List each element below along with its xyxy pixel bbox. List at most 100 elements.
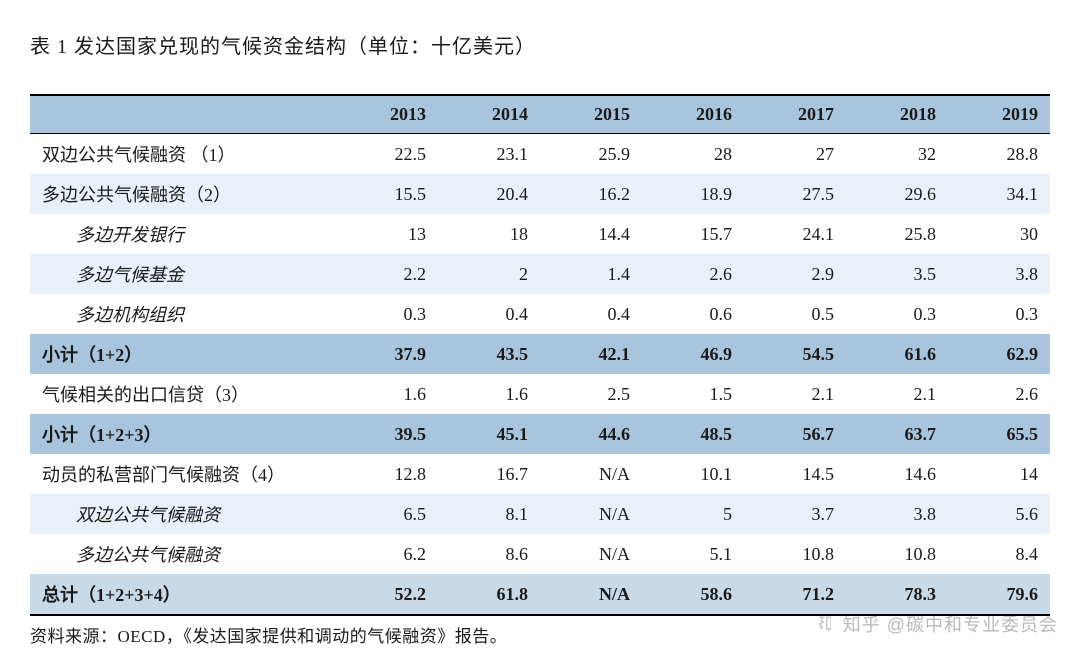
- source-suffix: ，《发达国家提供和调动的气候融资》报告。: [166, 627, 508, 646]
- cell-value: 2.6: [642, 254, 744, 294]
- cell-value: 54.5: [744, 334, 846, 374]
- cell-value: 37.9: [336, 334, 438, 374]
- cell-value: 1.6: [336, 374, 438, 414]
- row-label: 动员的私营部门气候融资（4）: [30, 454, 336, 494]
- table-row: 小计（1+2）37.943.542.146.954.561.662.9: [30, 334, 1050, 374]
- cell-value: N/A: [540, 494, 642, 534]
- row-label: 双边公共气候融资: [30, 494, 336, 534]
- cell-value: 63.7: [846, 414, 948, 454]
- climate-finance-table: 2013 2014 2015 2016 2017 2018 2019 双边公共气…: [30, 94, 1050, 616]
- zhihu-watermark: 知乎 @碳中和专业委员会: [815, 611, 1058, 637]
- cell-value: 0.3: [948, 294, 1050, 334]
- row-label: 多边公共气候融资（2）: [30, 174, 336, 214]
- cell-value: 48.5: [642, 414, 744, 454]
- cell-value: 13: [336, 214, 438, 254]
- cell-value: 2.2: [336, 254, 438, 294]
- header-year-5: 2018: [846, 95, 948, 134]
- watermark-text: 知乎 @碳中和专业委员会: [843, 611, 1058, 637]
- cell-value: 58.6: [642, 574, 744, 615]
- row-label: 小计（1+2）: [30, 334, 336, 374]
- cell-value: 12.8: [336, 454, 438, 494]
- cell-value: 8.6: [438, 534, 540, 574]
- table-row: 多边气候基金2.221.42.62.93.53.8: [30, 254, 1050, 294]
- table-row: 多边公共气候融资6.28.6N/A5.110.810.88.4: [30, 534, 1050, 574]
- header-row: 2013 2014 2015 2016 2017 2018 2019: [30, 95, 1050, 134]
- cell-value: 5.1: [642, 534, 744, 574]
- source-org: OECD: [118, 627, 166, 646]
- cell-value: 5.6: [948, 494, 1050, 534]
- header-year-4: 2017: [744, 95, 846, 134]
- cell-value: 0.4: [438, 294, 540, 334]
- cell-value: 56.7: [744, 414, 846, 454]
- cell-value: 14.5: [744, 454, 846, 494]
- cell-value: 5: [642, 494, 744, 534]
- table-row: 双边公共气候融资 （1）22.523.125.928273228.8: [30, 134, 1050, 175]
- cell-value: 3.5: [846, 254, 948, 294]
- cell-value: 61.6: [846, 334, 948, 374]
- cell-value: 39.5: [336, 414, 438, 454]
- cell-value: 8.1: [438, 494, 540, 534]
- cell-value: 28.8: [948, 134, 1050, 175]
- cell-value: 0.3: [336, 294, 438, 334]
- row-label: 多边气候基金: [30, 254, 336, 294]
- cell-value: 32: [846, 134, 948, 175]
- row-label: 双边公共气候融资 （1）: [30, 134, 336, 175]
- table-title: 表 1 发达国家兑现的气候资金结构（单位：十亿美元）: [30, 30, 1050, 59]
- header-year-3: 2016: [642, 95, 744, 134]
- cell-value: 3.8: [846, 494, 948, 534]
- cell-value: 6.5: [336, 494, 438, 534]
- cell-value: 25.9: [540, 134, 642, 175]
- cell-value: 1.5: [642, 374, 744, 414]
- cell-value: 78.3: [846, 574, 948, 615]
- row-label: 多边机构组织: [30, 294, 336, 334]
- cell-value: 65.5: [948, 414, 1050, 454]
- cell-value: 10.1: [642, 454, 744, 494]
- cell-value: 14.6: [846, 454, 948, 494]
- cell-value: 28: [642, 134, 744, 175]
- row-label: 多边公共气候融资: [30, 534, 336, 574]
- row-label: 多边开发银行: [30, 214, 336, 254]
- table-body: 双边公共气候融资 （1）22.523.125.928273228.8多边公共气候…: [30, 134, 1050, 616]
- cell-value: 18.9: [642, 174, 744, 214]
- cell-value: 27: [744, 134, 846, 175]
- cell-value: 14.4: [540, 214, 642, 254]
- cell-value: 62.9: [948, 334, 1050, 374]
- cell-value: 0.5: [744, 294, 846, 334]
- cell-value: 2.1: [846, 374, 948, 414]
- cell-value: 2.6: [948, 374, 1050, 414]
- cell-value: 6.2: [336, 534, 438, 574]
- cell-value: 10.8: [846, 534, 948, 574]
- cell-value: N/A: [540, 454, 642, 494]
- cell-value: 52.2: [336, 574, 438, 615]
- row-label: 气候相关的出口信贷（3）: [30, 374, 336, 414]
- cell-value: 10.8: [744, 534, 846, 574]
- cell-value: 25.8: [846, 214, 948, 254]
- zhihu-icon: [815, 614, 835, 634]
- cell-value: 3.7: [744, 494, 846, 534]
- row-label: 总计（1+2+3+4）: [30, 574, 336, 615]
- cell-value: 27.5: [744, 174, 846, 214]
- cell-value: 2.9: [744, 254, 846, 294]
- table-row: 小计（1+2+3）39.545.144.648.556.763.765.5: [30, 414, 1050, 454]
- cell-value: 46.9: [642, 334, 744, 374]
- cell-value: 30: [948, 214, 1050, 254]
- cell-value: 1.4: [540, 254, 642, 294]
- header-blank: [30, 95, 336, 134]
- table-row: 多边机构组织0.30.40.40.60.50.30.3: [30, 294, 1050, 334]
- table-row: 总计（1+2+3+4）52.261.8N/A58.671.278.379.6: [30, 574, 1050, 615]
- cell-value: 3.8: [948, 254, 1050, 294]
- table-row: 双边公共气候融资6.58.1N/A53.73.85.6: [30, 494, 1050, 534]
- cell-value: 20.4: [438, 174, 540, 214]
- header-year-2: 2015: [540, 95, 642, 134]
- table-row: 动员的私营部门气候融资（4）12.816.7N/A10.114.514.614: [30, 454, 1050, 494]
- cell-value: 2.5: [540, 374, 642, 414]
- cell-value: 61.8: [438, 574, 540, 615]
- header-year-1: 2014: [438, 95, 540, 134]
- cell-value: 42.1: [540, 334, 642, 374]
- cell-value: 34.1: [948, 174, 1050, 214]
- cell-value: 43.5: [438, 334, 540, 374]
- cell-value: 1.6: [438, 374, 540, 414]
- cell-value: 2: [438, 254, 540, 294]
- cell-value: 8.4: [948, 534, 1050, 574]
- cell-value: 29.6: [846, 174, 948, 214]
